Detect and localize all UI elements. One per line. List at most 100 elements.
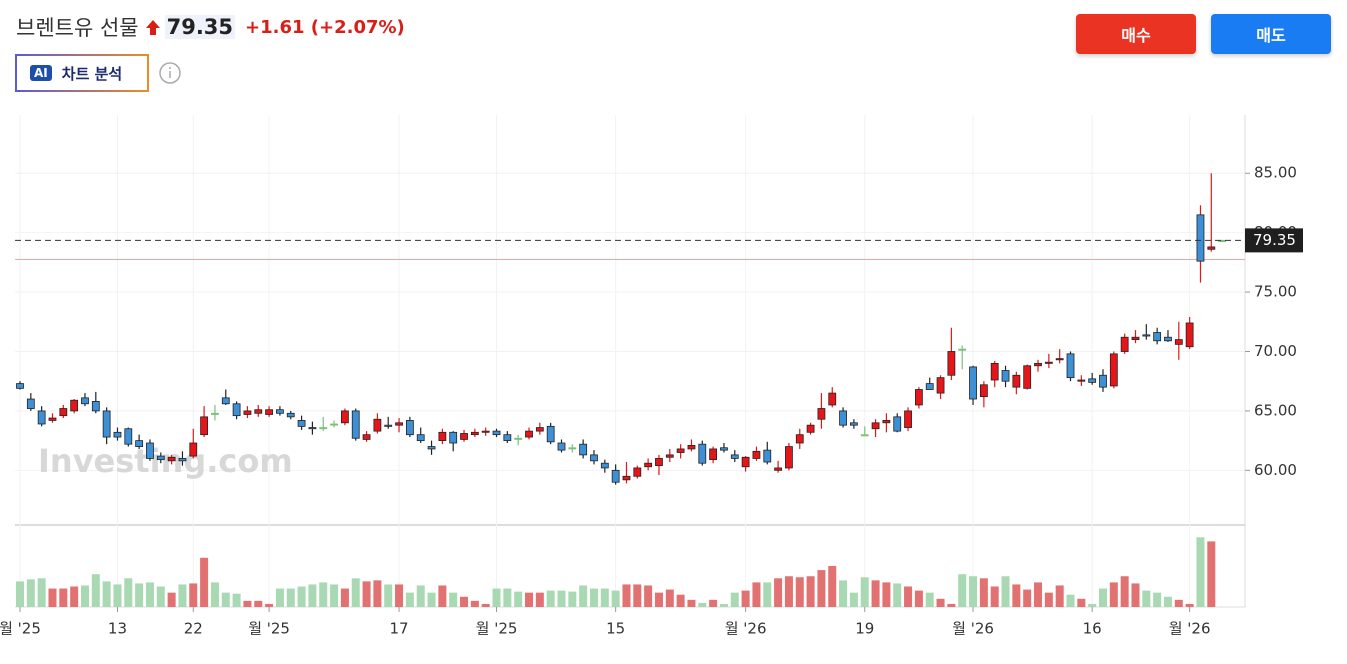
volume-bar (59, 588, 68, 607)
volume-bar (48, 588, 57, 607)
volume-bar (633, 584, 642, 607)
volume-bar (449, 592, 458, 607)
candle-body (698, 443, 707, 464)
volume-bar (839, 580, 848, 607)
volume-bar (308, 584, 317, 607)
candle-body (481, 430, 490, 433)
candle-body (503, 434, 512, 442)
info-icon[interactable] (158, 61, 182, 85)
volume-bar (1153, 592, 1162, 607)
volume-bar (135, 583, 144, 607)
volume-bar (795, 577, 804, 607)
volume-bar (535, 592, 544, 607)
candle-body (308, 427, 317, 430)
volume-bar (600, 588, 609, 607)
volume-bar (654, 592, 663, 607)
volume-bar (395, 584, 404, 607)
volume-bar (438, 585, 447, 607)
candle-body (265, 409, 273, 415)
x-tick-label: 13 (108, 620, 127, 638)
candle-body (319, 427, 328, 430)
volume-bar (579, 585, 588, 607)
volume-bar (330, 584, 339, 607)
candle-body (1131, 336, 1140, 341)
candle-body (720, 447, 728, 451)
candle-body (622, 475, 631, 481)
volume-bar (687, 599, 696, 607)
candle-body (81, 397, 89, 405)
volume-bar (1034, 582, 1043, 607)
candle-body (687, 444, 696, 450)
volume-bar (492, 588, 501, 607)
volume-bar (297, 586, 306, 607)
volume-bar (1044, 592, 1053, 607)
volume-bar (698, 602, 707, 607)
candle-body (914, 389, 923, 406)
volume-bar (286, 588, 295, 607)
candle-body (1120, 336, 1129, 352)
sell-button[interactable]: 매도 (1211, 14, 1331, 54)
volume-bar (384, 584, 393, 607)
volume-bar (644, 585, 653, 607)
candle-body (655, 458, 663, 466)
volume-bar (1066, 594, 1075, 607)
volume-bar (503, 588, 512, 607)
candle-body (37, 410, 46, 425)
x-tick-label: 22 (184, 620, 203, 638)
volume-bar (568, 591, 577, 607)
volume-bar (362, 581, 371, 607)
candle-body (449, 431, 458, 444)
volume-bar (947, 603, 956, 607)
candle-body (1088, 378, 1097, 383)
volume-bar (1163, 596, 1172, 607)
last-price-label: 79.35 (1253, 231, 1296, 249)
volume-bar (275, 588, 284, 607)
volume-bar (1196, 537, 1205, 607)
candle-body (525, 430, 533, 438)
ai-button[interactable]: AI 차트 분석 (15, 54, 149, 92)
volume-bar (145, 582, 154, 607)
candle-body (416, 434, 425, 442)
volume-bar (80, 585, 89, 607)
candle-body (860, 434, 869, 437)
candle-body (460, 433, 468, 440)
volume-bar (763, 582, 772, 607)
candle-body (200, 416, 209, 436)
y-tick-label: 80.00 (1254, 223, 1297, 241)
x-tick-label: 월 '26 (1169, 620, 1211, 638)
candle-body (795, 434, 804, 444)
candle-body (1185, 322, 1194, 348)
candle-body (276, 409, 284, 414)
volume-bar (102, 581, 111, 607)
buy-button[interactable]: 매수 (1076, 14, 1196, 54)
candle-body (167, 456, 176, 462)
candle-body (979, 384, 988, 398)
x-tick-label: 16 (1083, 620, 1102, 638)
volume-bar (319, 582, 328, 607)
volume-bar (351, 578, 360, 607)
candle-body (438, 431, 447, 442)
candle-body (135, 440, 144, 447)
candle-body (709, 448, 718, 461)
candle-body (297, 420, 306, 427)
candle-body (156, 455, 165, 461)
candle-body (1174, 339, 1183, 345)
candle-body (644, 462, 653, 468)
candle-body (958, 348, 967, 351)
candle-body (427, 446, 436, 450)
volume-bar (37, 578, 46, 607)
volume-bar (1077, 598, 1086, 607)
candle-body (850, 422, 858, 426)
candle-body (48, 417, 57, 421)
candle-body (1001, 370, 1010, 382)
candle-body (1196, 214, 1205, 262)
volume-bar (1099, 588, 1107, 607)
candle-body (1034, 362, 1042, 367)
change: +1.61 (+2.07%) (245, 16, 405, 38)
x-tick-label: 월 '26 (725, 620, 767, 638)
volume-bar (752, 582, 761, 607)
volume-bar (741, 590, 750, 607)
volume-bar (546, 590, 555, 607)
